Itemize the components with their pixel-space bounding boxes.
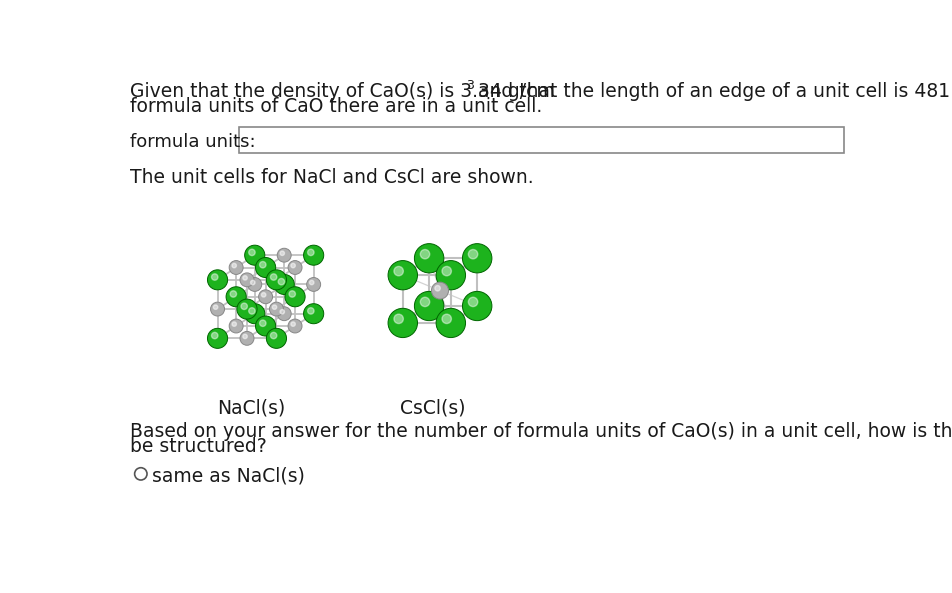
Circle shape	[208, 329, 228, 348]
Circle shape	[420, 250, 429, 259]
Circle shape	[248, 278, 262, 291]
Circle shape	[261, 292, 266, 297]
Circle shape	[277, 307, 291, 321]
Circle shape	[414, 291, 444, 321]
Circle shape	[270, 332, 277, 339]
Circle shape	[240, 273, 254, 287]
Circle shape	[288, 291, 295, 297]
Text: 3: 3	[466, 79, 474, 92]
Circle shape	[307, 278, 320, 291]
Circle shape	[243, 334, 247, 339]
Circle shape	[304, 304, 324, 324]
Circle shape	[467, 297, 477, 307]
Circle shape	[414, 244, 444, 273]
Circle shape	[280, 251, 285, 256]
Circle shape	[442, 314, 451, 324]
Circle shape	[245, 304, 265, 324]
Circle shape	[228, 260, 243, 275]
Circle shape	[231, 263, 236, 268]
Text: formula units:: formula units:	[129, 133, 255, 151]
Circle shape	[285, 287, 305, 307]
Text: CsCl(s): CsCl(s)	[400, 398, 466, 417]
Circle shape	[290, 263, 295, 268]
Circle shape	[304, 245, 324, 265]
Circle shape	[213, 305, 218, 310]
Circle shape	[243, 276, 247, 280]
Circle shape	[280, 310, 285, 314]
Circle shape	[259, 262, 266, 268]
Text: Based on your answer for the number of formula units of CaO(s) in a unit cell, h: Based on your answer for the number of f…	[129, 422, 952, 441]
Circle shape	[210, 302, 225, 316]
Circle shape	[211, 332, 218, 339]
Circle shape	[393, 266, 403, 276]
Circle shape	[420, 297, 429, 307]
Circle shape	[387, 308, 417, 337]
Circle shape	[307, 308, 314, 314]
Circle shape	[255, 257, 275, 278]
Circle shape	[240, 331, 254, 345]
Circle shape	[277, 248, 291, 262]
Circle shape	[436, 308, 466, 337]
Circle shape	[248, 249, 255, 256]
Circle shape	[288, 319, 302, 333]
Circle shape	[307, 249, 314, 256]
Circle shape	[248, 308, 255, 314]
Circle shape	[393, 314, 403, 324]
Text: Given that the density of CaO(s) is 3.34 g/cm: Given that the density of CaO(s) is 3.34…	[129, 82, 554, 101]
Circle shape	[290, 322, 295, 326]
Circle shape	[258, 290, 272, 304]
Circle shape	[274, 275, 294, 295]
Circle shape	[434, 285, 440, 291]
Circle shape	[211, 274, 218, 280]
Circle shape	[288, 260, 302, 275]
Circle shape	[270, 274, 277, 280]
Text: The unit cells for NaCl and CsCl are shown.: The unit cells for NaCl and CsCl are sho…	[129, 168, 533, 187]
Text: be structured?: be structured?	[129, 437, 267, 456]
Text: same as NaCl(s): same as NaCl(s)	[151, 467, 305, 486]
Circle shape	[259, 320, 266, 326]
Circle shape	[467, 250, 477, 259]
FancyBboxPatch shape	[239, 126, 843, 153]
Circle shape	[226, 287, 246, 307]
Circle shape	[267, 270, 287, 290]
Circle shape	[228, 319, 243, 333]
Text: and that the length of an edge of a unit cell is 481 pm, determine how many: and that the length of an edge of a unit…	[471, 82, 952, 101]
Circle shape	[309, 280, 313, 285]
Circle shape	[269, 302, 283, 316]
Circle shape	[208, 270, 228, 290]
Circle shape	[442, 266, 451, 276]
Circle shape	[245, 245, 265, 265]
Circle shape	[267, 329, 287, 348]
Text: NaCl(s): NaCl(s)	[216, 398, 285, 417]
Circle shape	[231, 322, 236, 326]
Circle shape	[250, 280, 255, 285]
Circle shape	[272, 305, 276, 310]
Circle shape	[134, 468, 147, 480]
Circle shape	[229, 291, 236, 297]
Circle shape	[255, 316, 275, 336]
Text: formula units of CaO there are in a unit cell.: formula units of CaO there are in a unit…	[129, 97, 542, 116]
Circle shape	[436, 260, 466, 290]
Circle shape	[462, 291, 491, 321]
Circle shape	[278, 279, 285, 285]
Circle shape	[431, 282, 448, 299]
Circle shape	[462, 244, 491, 273]
Circle shape	[387, 260, 417, 290]
Circle shape	[241, 303, 248, 310]
Circle shape	[237, 299, 257, 319]
